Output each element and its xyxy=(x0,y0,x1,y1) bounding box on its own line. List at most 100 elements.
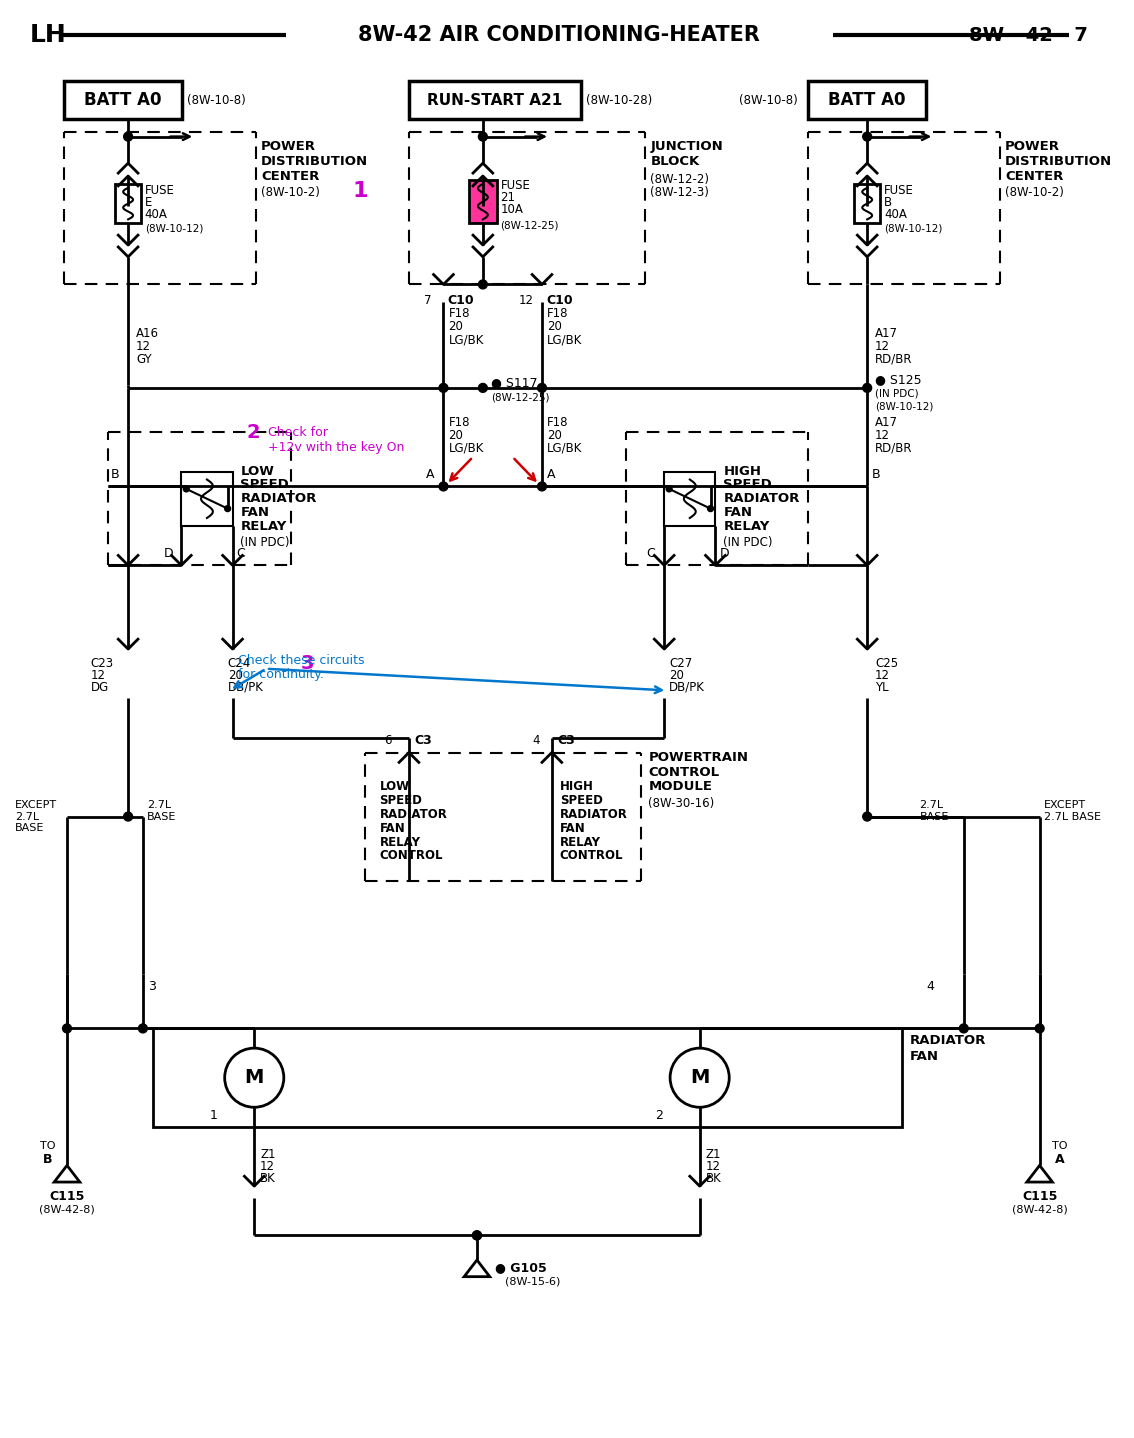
Text: RADIATOR: RADIATOR xyxy=(240,492,316,505)
Circle shape xyxy=(473,1231,482,1240)
Text: RELAY: RELAY xyxy=(723,521,770,533)
Text: B: B xyxy=(883,196,892,209)
Circle shape xyxy=(124,812,133,821)
Text: BATT A0: BATT A0 xyxy=(829,91,906,109)
Text: (8W-12-2): (8W-12-2) xyxy=(651,174,710,187)
Circle shape xyxy=(863,812,872,821)
Text: Check these circuits: Check these circuits xyxy=(238,654,365,667)
Text: LH: LH xyxy=(29,23,66,47)
Text: 20: 20 xyxy=(448,429,464,441)
Text: LOW: LOW xyxy=(240,464,274,477)
Text: 20: 20 xyxy=(669,669,684,682)
Text: C10: C10 xyxy=(448,293,474,306)
Text: CONTROL: CONTROL xyxy=(380,850,443,863)
Circle shape xyxy=(538,482,547,490)
Text: CENTER: CENTER xyxy=(261,170,320,183)
Circle shape xyxy=(479,280,488,289)
Text: RUN-START A21: RUN-START A21 xyxy=(428,92,562,108)
Bar xyxy=(809,82,926,119)
Text: DG: DG xyxy=(91,682,109,695)
Text: BASE: BASE xyxy=(15,824,44,834)
Text: LG/BK: LG/BK xyxy=(547,334,582,347)
Text: (8W-12-25): (8W-12-25) xyxy=(491,393,549,403)
Text: JUNCTION: JUNCTION xyxy=(651,139,723,152)
Text: (8W-42-8): (8W-42-8) xyxy=(1012,1205,1067,1215)
Text: (8W-10-8): (8W-10-8) xyxy=(187,93,246,106)
Text: 8W - 42 - 7: 8W - 42 - 7 xyxy=(970,26,1088,45)
Text: B: B xyxy=(43,1153,52,1166)
Text: RELAY: RELAY xyxy=(380,835,421,848)
Text: POWER: POWER xyxy=(1005,139,1060,152)
Circle shape xyxy=(863,384,872,393)
Text: (8W-10-8): (8W-10-8) xyxy=(739,93,798,106)
Text: B: B xyxy=(872,469,881,482)
Text: CONTROL: CONTROL xyxy=(649,765,720,779)
Text: A: A xyxy=(425,469,434,482)
Text: 12: 12 xyxy=(875,429,890,441)
Circle shape xyxy=(538,384,547,393)
Circle shape xyxy=(708,506,713,512)
Text: LG/BK: LG/BK xyxy=(448,441,484,454)
Text: TO: TO xyxy=(40,1140,56,1150)
Text: EXCEPT: EXCEPT xyxy=(1043,800,1085,810)
Text: 20: 20 xyxy=(547,429,561,441)
Text: (IN PDC): (IN PDC) xyxy=(875,388,919,398)
Text: 12: 12 xyxy=(875,669,890,682)
Text: RD/BR: RD/BR xyxy=(875,352,913,365)
Text: DB/PK: DB/PK xyxy=(228,682,263,695)
Text: 8W-42 AIR CONDITIONING-HEATER: 8W-42 AIR CONDITIONING-HEATER xyxy=(358,24,760,45)
Text: 6: 6 xyxy=(384,735,392,748)
Text: F18: F18 xyxy=(448,308,469,321)
Circle shape xyxy=(479,384,488,393)
Text: RD/BR: RD/BR xyxy=(875,441,913,454)
Circle shape xyxy=(473,1231,482,1240)
Text: SPEED: SPEED xyxy=(380,794,422,807)
Text: (IN PDC): (IN PDC) xyxy=(723,535,772,549)
Text: D: D xyxy=(163,546,174,559)
Text: C27: C27 xyxy=(669,657,693,670)
Text: BK: BK xyxy=(705,1172,721,1185)
Text: A17: A17 xyxy=(875,328,898,341)
Text: FUSE: FUSE xyxy=(145,184,175,197)
Text: M: M xyxy=(689,1068,710,1087)
Circle shape xyxy=(863,132,872,141)
Text: FAN: FAN xyxy=(909,1050,939,1063)
Bar xyxy=(854,184,880,223)
Text: ● S125: ● S125 xyxy=(875,374,922,387)
Text: (8W-10-2): (8W-10-2) xyxy=(1005,187,1064,200)
Text: 20: 20 xyxy=(448,321,464,334)
Text: FAN: FAN xyxy=(560,823,585,835)
Text: 7: 7 xyxy=(424,293,431,306)
Circle shape xyxy=(959,1024,968,1032)
Text: FUSE: FUSE xyxy=(500,180,531,193)
Text: 20: 20 xyxy=(547,321,561,334)
Text: A17: A17 xyxy=(875,416,898,429)
Bar xyxy=(116,184,141,223)
Text: BASE: BASE xyxy=(920,811,949,821)
Text: RADIATOR: RADIATOR xyxy=(560,808,627,821)
Text: RADIATOR: RADIATOR xyxy=(723,492,799,505)
Text: 2.7L: 2.7L xyxy=(146,800,171,810)
Text: A: A xyxy=(547,469,556,482)
Text: FUSE: FUSE xyxy=(883,184,914,197)
Text: C25: C25 xyxy=(875,657,898,670)
Text: HIGH: HIGH xyxy=(723,464,761,477)
Text: 10A: 10A xyxy=(500,203,524,216)
Text: CONTROL: CONTROL xyxy=(560,850,624,863)
Circle shape xyxy=(225,506,230,512)
Text: C10: C10 xyxy=(545,293,573,306)
Text: ● G105: ● G105 xyxy=(494,1261,547,1274)
Text: CENTER: CENTER xyxy=(1005,170,1064,183)
Text: ● S117: ● S117 xyxy=(491,377,538,390)
Text: (8W-10-12): (8W-10-12) xyxy=(875,401,933,411)
Text: for continuity.: for continuity. xyxy=(238,669,324,682)
Text: (8W-10-28): (8W-10-28) xyxy=(586,93,652,106)
Text: 12: 12 xyxy=(875,339,890,352)
Text: SPEED: SPEED xyxy=(240,479,289,492)
Text: 3: 3 xyxy=(147,979,155,992)
Text: DISTRIBUTION: DISTRIBUTION xyxy=(261,155,369,168)
Text: LG/BK: LG/BK xyxy=(547,441,582,454)
Text: Check for: Check for xyxy=(268,426,328,439)
Text: 40A: 40A xyxy=(883,209,907,221)
Text: 2.7L: 2.7L xyxy=(15,811,39,821)
